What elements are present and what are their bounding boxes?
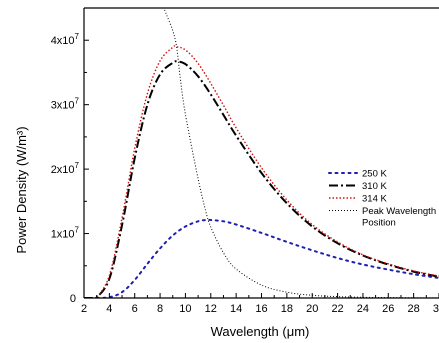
series-line-1 <box>84 218 439 298</box>
legend-label-1: 250 K <box>362 169 387 180</box>
axes-layer <box>83 7 439 299</box>
y-tick-label: 4x107 <box>51 32 80 47</box>
x-tick-label: 18 <box>281 303 293 315</box>
x-tick-label: 2 <box>81 303 87 315</box>
x-tick-label: 20 <box>306 303 318 315</box>
x-tick-label: 16 <box>255 303 267 315</box>
y-axis-label: Power Density (W/m³) <box>14 126 29 253</box>
legend-label-4: Position <box>362 218 396 229</box>
x-tick-label: 6 <box>132 303 138 315</box>
x-tick-label: 22 <box>331 303 343 315</box>
x-tick-label: 4 <box>106 303 112 315</box>
x-tick-label: 14 <box>230 303 242 315</box>
x-axis-label: Wavelength (μm) <box>211 324 310 339</box>
y-tick-label: 0 <box>70 293 76 305</box>
x-tick-label: 28 <box>408 303 420 315</box>
series-line-4 <box>163 8 439 298</box>
legend-label-3: 314 K <box>362 194 387 205</box>
series-layer <box>84 8 439 298</box>
y-tick-label: 1x107 <box>51 226 80 241</box>
x-tick-label: 8 <box>157 303 163 315</box>
legend-label-2: 310 K <box>362 181 387 192</box>
ticks-layer: 2468101214161820222426283001x1072x1073x1… <box>51 32 439 315</box>
x-tick-label: 24 <box>357 303 369 315</box>
x-tick-label: 10 <box>179 303 191 315</box>
series-line-2 <box>84 60 439 298</box>
y-tick-label: 2x107 <box>51 161 80 176</box>
x-tick-label: 12 <box>205 303 217 315</box>
legend-label-4: Peak Wavelength <box>362 206 436 217</box>
x-tick-label: 26 <box>382 303 394 315</box>
x-tick-label: 30 <box>433 303 439 315</box>
y-tick-label: 3x107 <box>51 97 80 112</box>
